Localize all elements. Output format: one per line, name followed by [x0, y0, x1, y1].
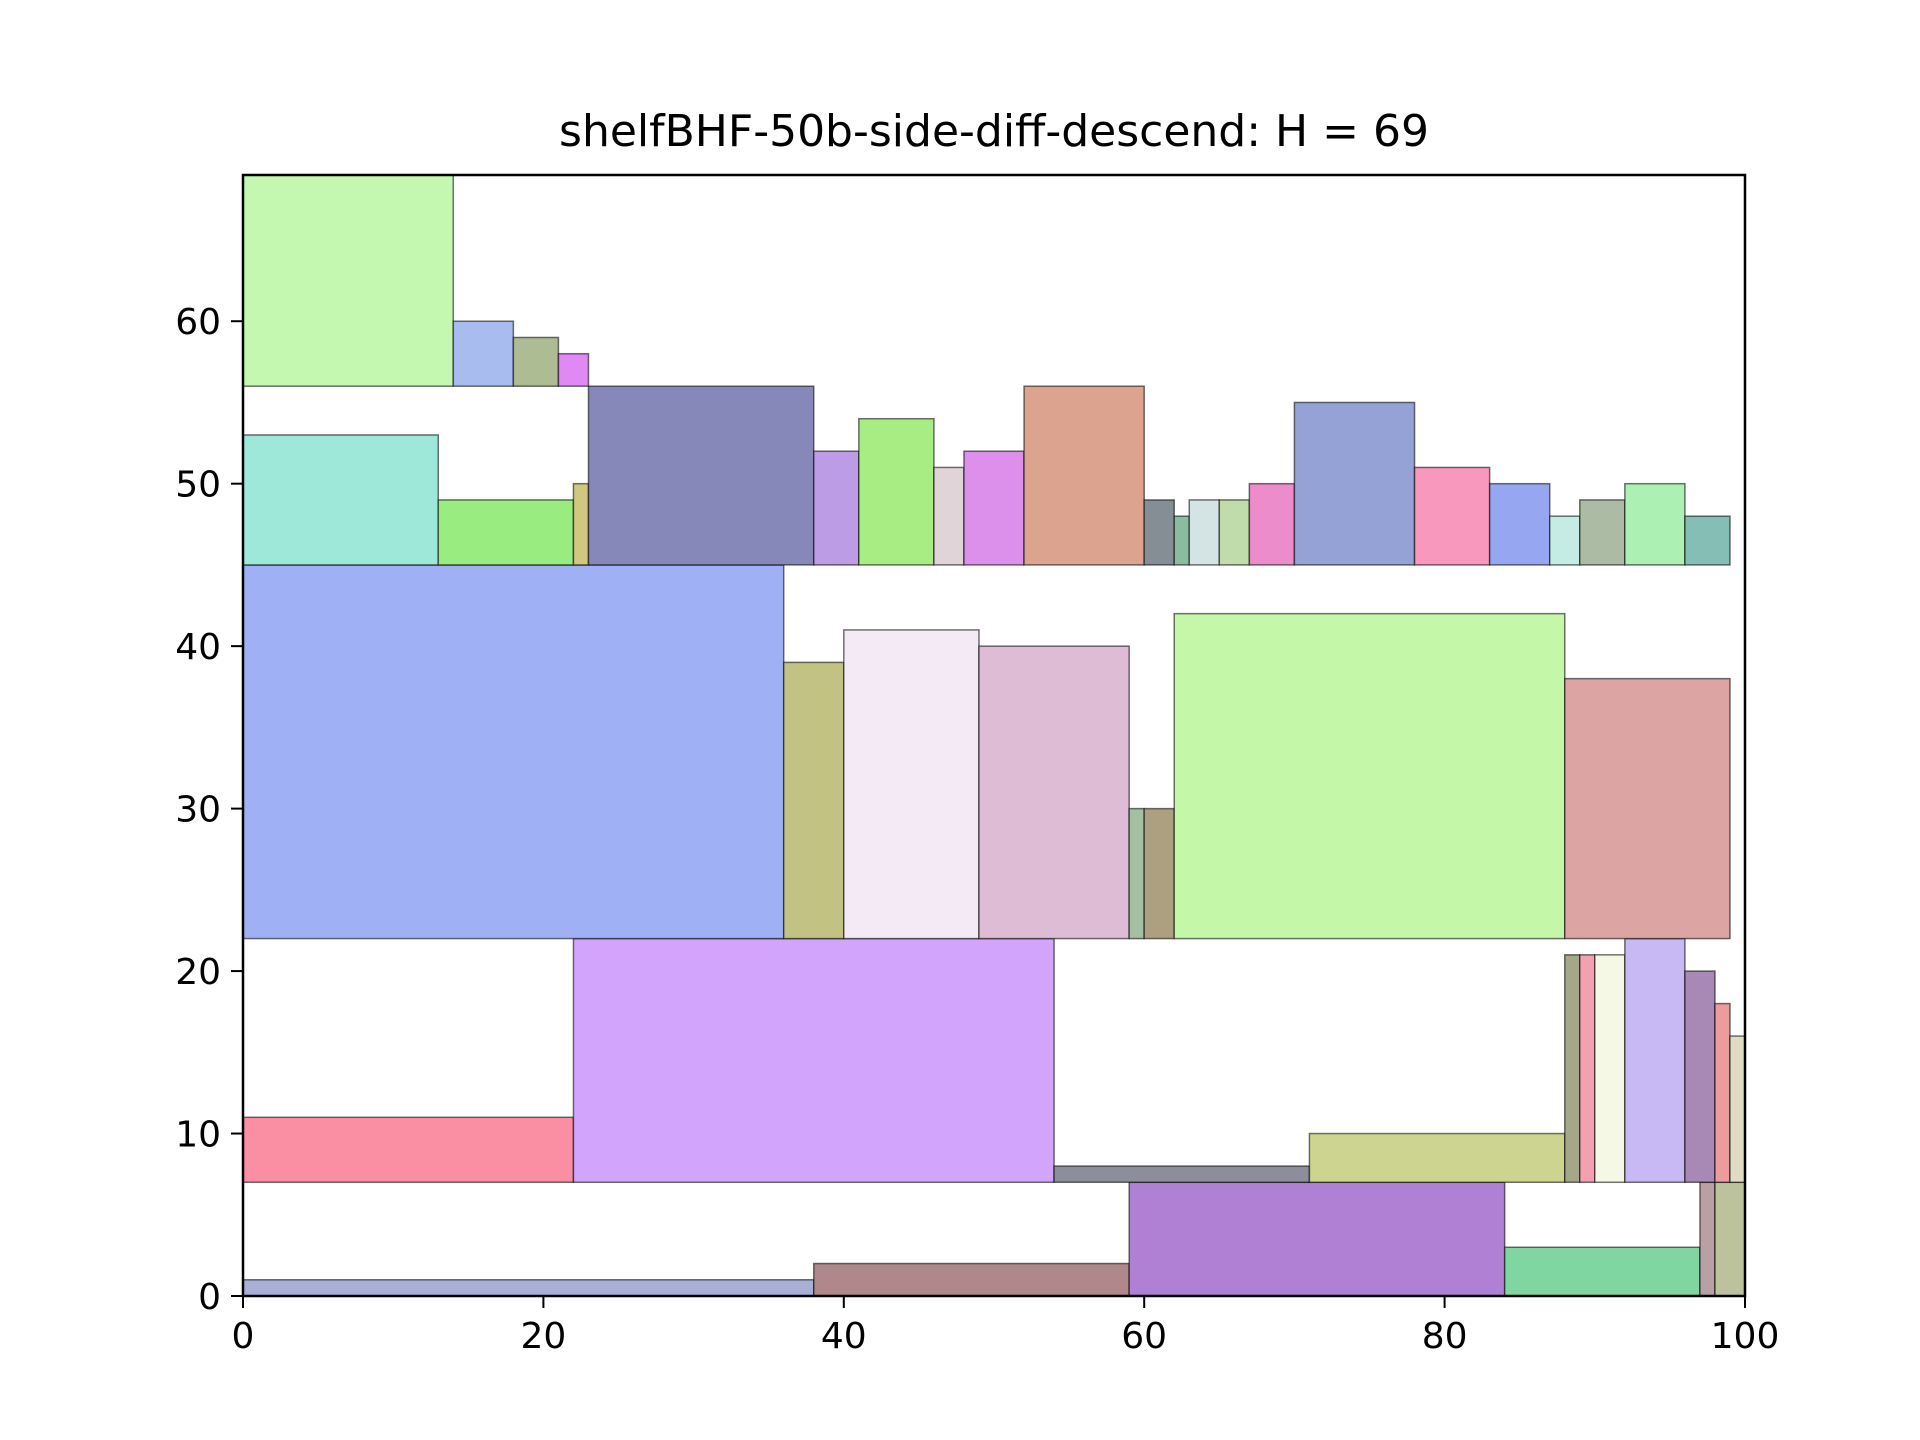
packed-rectangle-41 — [1488, 482, 1551, 566]
x-axis: 0 20 40 60 80 100 — [232, 1296, 1780, 1357]
packed-rectangle-43 — [1579, 499, 1626, 566]
packed-rectangle-24 — [1564, 677, 1731, 940]
x-tick-label-1: 20 — [520, 1316, 566, 1357]
packed-rectangle-26 — [437, 499, 575, 566]
packed-rectangle-49 — [557, 352, 590, 387]
packed-rectangle-44 — [1624, 482, 1686, 566]
packed-rectangle-40 — [1413, 466, 1491, 566]
packed-rectangle-42 — [1548, 515, 1581, 566]
packed-rectangle-30 — [858, 417, 935, 566]
x-tick-label-0: 0 — [232, 1316, 255, 1357]
y-tick-label-6: 60 — [175, 302, 221, 343]
y-axis: 0 10 20 30 40 50 60 — [175, 302, 243, 1318]
packed-rectangle-37 — [1218, 499, 1251, 566]
packed-rectangle-23 — [1173, 612, 1566, 940]
packed-rectangle-45 — [1684, 515, 1731, 566]
packed-rectangle-12 — [1594, 954, 1626, 1184]
packed-rectangle-48 — [512, 336, 560, 387]
packed-rectangle-10 — [1564, 954, 1581, 1184]
packed-rectangle-11 — [1579, 954, 1596, 1184]
packed-rectangle-34 — [1143, 499, 1175, 566]
axes-frame — [241, 173, 1747, 1298]
packed-rectangle-35 — [1173, 515, 1191, 566]
packed-rectangle-33 — [1023, 385, 1145, 566]
packed-rectangle-29 — [813, 450, 860, 566]
x-tick-label-5: 100 — [1711, 1316, 1780, 1357]
x-tick-label-2: 40 — [821, 1316, 867, 1357]
packed-rectangle-3 — [1503, 1246, 1701, 1297]
packed-rectangle-14 — [1684, 970, 1716, 1184]
packed-rectangle-2 — [1128, 1181, 1506, 1297]
y-tick-label-1: 10 — [175, 1115, 221, 1156]
packed-rectangle-13 — [1624, 937, 1686, 1184]
packed-rectangle-18 — [782, 661, 845, 940]
packed-rectangle-28 — [587, 385, 815, 566]
y-tick-label-4: 40 — [175, 627, 221, 668]
packed-rectangle-19 — [843, 629, 980, 940]
packed-rectangle-6 — [242, 1116, 575, 1184]
packed-rectangle-39 — [1293, 401, 1416, 566]
x-tick-label-3: 60 — [1121, 1316, 1167, 1357]
packed-rectangle-16 — [1729, 1035, 1746, 1184]
packed-rectangle-25 — [242, 434, 440, 566]
packed-rectangle-46 — [242, 174, 455, 387]
packed-rectangle-9 — [1308, 1132, 1566, 1184]
packed-rectangle-22 — [1143, 807, 1175, 940]
packed-rectangle-8 — [1053, 1165, 1311, 1184]
packed-rectangle-0 — [242, 1279, 815, 1297]
rectangles-layer — [242, 174, 1746, 1297]
packed-rectangle-47 — [452, 320, 515, 387]
packed-rectangle-20 — [978, 645, 1130, 940]
packed-rectangle-17 — [242, 564, 785, 940]
packed-rectangle-36 — [1188, 499, 1221, 566]
y-tick-label-3: 30 — [175, 790, 221, 831]
packed-rectangle-7 — [572, 937, 1055, 1184]
packed-rectangle-4 — [1699, 1181, 1716, 1297]
packed-rectangle-1 — [813, 1262, 1130, 1297]
packed-rectangle-5 — [1714, 1181, 1746, 1297]
packed-rectangle-15 — [1714, 1002, 1731, 1184]
y-tick-label-5: 50 — [175, 465, 221, 506]
chart-title: shelfBHF-50b-side-diff-descend: H = 69 — [559, 106, 1429, 157]
packed-rectangle-27 — [572, 482, 590, 566]
packed-rectangle-21 — [1128, 807, 1145, 940]
x-tick-label-4: 80 — [1422, 1316, 1468, 1357]
packed-rectangle-38 — [1248, 482, 1296, 566]
y-tick-label-0: 0 — [198, 1277, 221, 1318]
packed-rectangle-32 — [963, 450, 1025, 566]
packed-rectangle-31 — [933, 466, 965, 566]
y-tick-label-2: 20 — [175, 952, 221, 993]
